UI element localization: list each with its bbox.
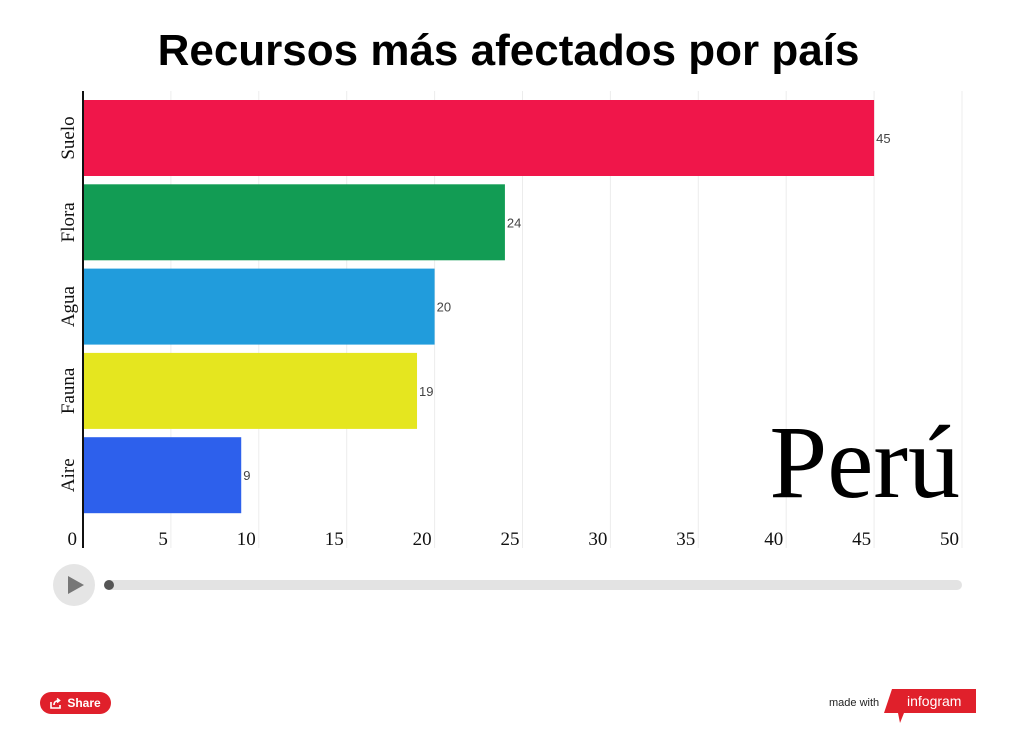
share-label: Share (67, 696, 101, 710)
x-tick-label: 50 (940, 529, 959, 550)
x-tick-label: 10 (237, 529, 256, 550)
x-tick-labels: 0 5 10 15 20 25 30 35 40 45 50 (68, 529, 960, 550)
chart-title: Recursos más afectados por país (157, 26, 860, 75)
bar-fauna[interactable] (84, 352, 418, 429)
category-label: Suelo (58, 116, 79, 159)
share-icon (50, 697, 62, 709)
x-tick-label: 25 (501, 529, 520, 550)
value-label: 45 (876, 131, 890, 146)
value-label: 19 (419, 384, 433, 399)
category-label: Agua (58, 285, 79, 327)
x-tick-label: 40 (764, 529, 783, 550)
infogram-logo[interactable] (884, 689, 976, 723)
category-label: Flora (58, 202, 79, 243)
value-labels: 45 24 20 19 9 (243, 131, 890, 483)
x-tick-label: 5 (158, 529, 168, 550)
x-tick-label: 0 (68, 529, 78, 550)
infogram-brand-text: infogram (907, 693, 962, 709)
play-icon (68, 576, 84, 594)
timeline-slider[interactable] (106, 580, 962, 590)
x-tick-label: 20 (413, 529, 432, 550)
share-button[interactable]: Share (40, 692, 111, 714)
category-label: Fauna (58, 367, 79, 414)
x-tick-label: 45 (852, 529, 871, 550)
x-tick-label: 35 (676, 529, 695, 550)
bars (84, 100, 875, 514)
x-tick-label: 30 (588, 529, 607, 550)
bar-aire[interactable] (84, 437, 242, 514)
x-tick-label: 15 (325, 529, 344, 550)
bar-suelo[interactable] (84, 100, 875, 176)
bar-flora[interactable] (84, 184, 505, 261)
made-with-text: made with (829, 697, 880, 709)
value-label: 9 (243, 468, 250, 483)
timeline-slider-handle[interactable] (104, 580, 114, 590)
value-label: 24 (507, 215, 521, 230)
country-overlay-label: Perú (769, 405, 960, 520)
value-label: 20 (437, 300, 451, 315)
category-label: Aire (58, 458, 79, 492)
category-labels: Suelo Flora Agua Fauna Aire (58, 116, 79, 492)
play-button[interactable] (53, 564, 95, 606)
bar-agua[interactable] (84, 268, 435, 345)
bar-chart: 45 24 20 19 9 Suelo Flora Agua Fauna Aire 0 5 10 15… (58, 91, 963, 550)
